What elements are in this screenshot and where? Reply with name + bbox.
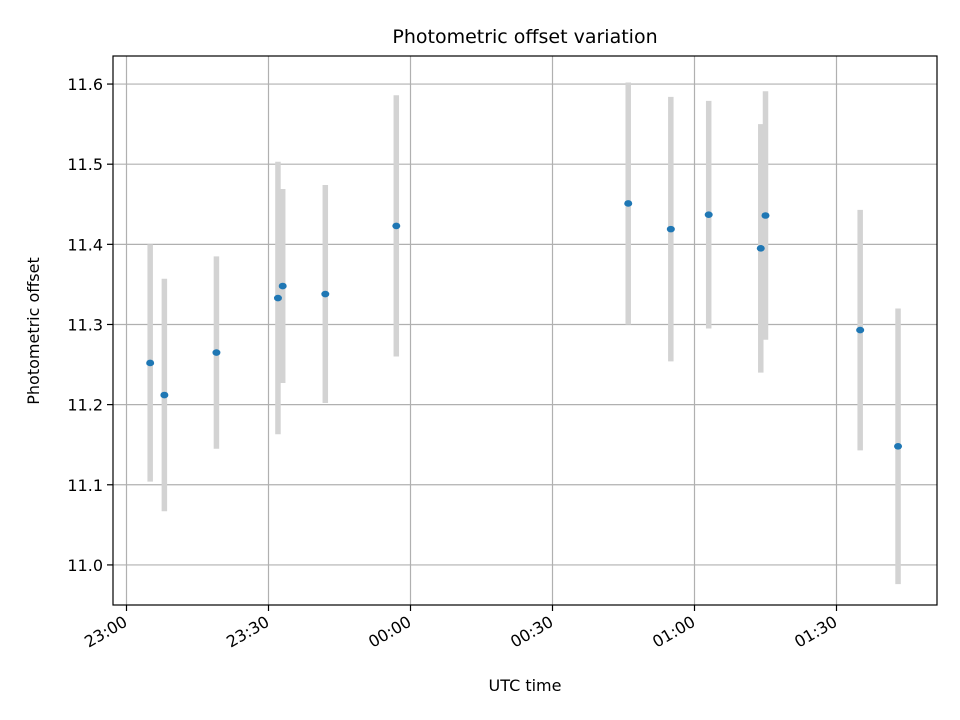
data-point <box>761 212 770 219</box>
chart-title: Photometric offset variation <box>392 26 657 48</box>
x-tick-label: 23:00 <box>81 612 130 652</box>
data-point <box>278 282 287 290</box>
y-tick-label: 11.6 <box>67 75 103 94</box>
data-point <box>894 443 903 450</box>
y-tick-label: 11.1 <box>67 476 103 495</box>
data-point <box>146 359 155 367</box>
plot-frame <box>112 55 938 606</box>
y-tick-label: 11.5 <box>67 155 103 174</box>
data-point <box>666 225 675 233</box>
data-point <box>756 245 765 252</box>
x-tick-label: 23:30 <box>223 612 272 652</box>
error-bars <box>147 82 901 585</box>
x-tick-label: 00:00 <box>365 612 414 652</box>
data-points <box>146 200 903 450</box>
data-point <box>624 200 633 207</box>
x-tick-label: 01:00 <box>649 612 698 652</box>
data-point <box>392 222 401 230</box>
x-axis-label: UTC time <box>489 676 562 695</box>
data-point <box>704 211 713 218</box>
y-axis-ticks: 11.0 11.1 11.2 11.3 11.4 11.5 11.6 <box>67 75 113 575</box>
x-tick-label: 01:30 <box>791 612 840 652</box>
y-tick-label: 11.3 <box>67 315 103 334</box>
grid-lines <box>113 56 937 605</box>
x-tick-label: 00:30 <box>507 612 556 652</box>
data-point <box>160 391 169 399</box>
data-point <box>273 294 282 302</box>
data-point <box>321 290 330 298</box>
y-axis-label: Photometric offset <box>24 257 43 405</box>
y-tick-label: 11.4 <box>67 235 103 254</box>
y-tick-label: 11.2 <box>67 396 103 415</box>
data-point <box>212 349 221 356</box>
data-point <box>856 326 865 334</box>
x-axis-ticks: 23:00 23:30 00:00 00:30 01:00 01:30 <box>81 605 841 652</box>
y-tick-label: 11.0 <box>67 556 103 575</box>
